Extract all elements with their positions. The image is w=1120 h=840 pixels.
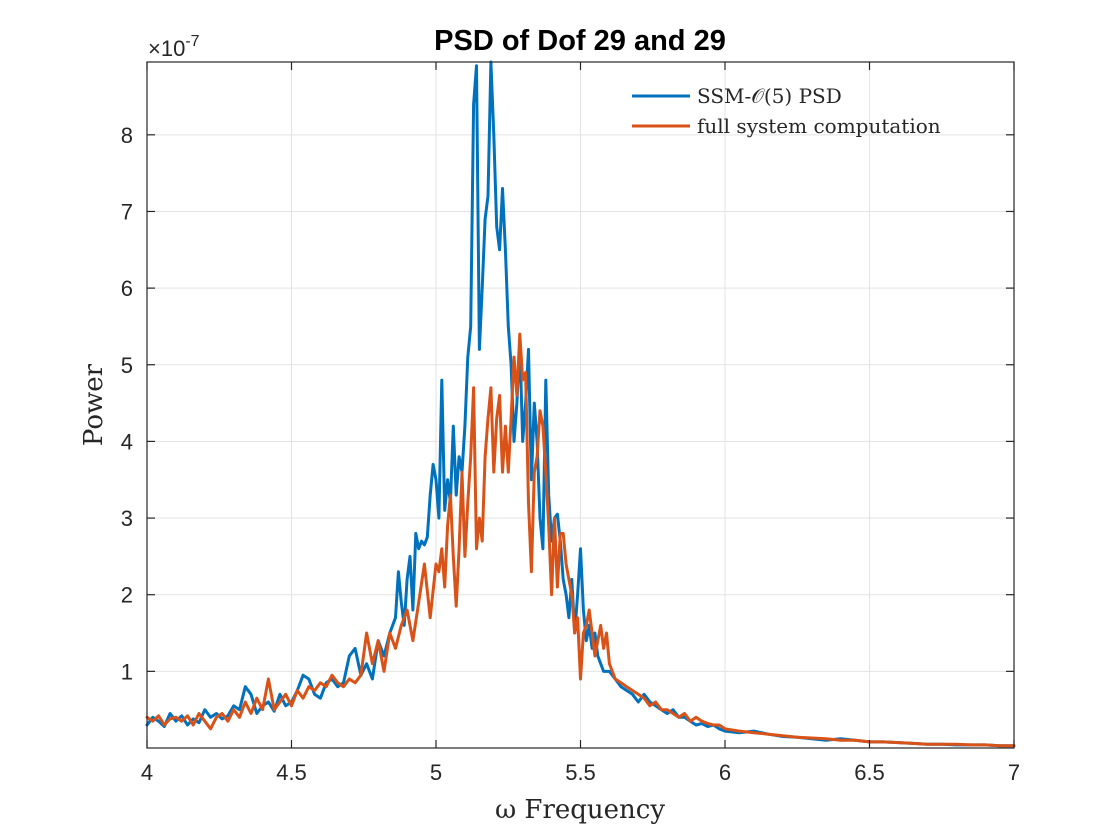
x-tick-label: 4.5 [276,760,307,785]
x-tick-label: 4 [141,760,153,785]
y-tick-label: 4 [121,429,133,454]
x-tick-label: 6 [719,760,731,785]
y-tick-label: 7 [121,199,133,224]
legend-label-full-system: full system computation [697,114,941,138]
y-tick-label: 5 [121,353,133,378]
y-tick-label: 3 [121,506,133,531]
y-axis-exponent-power: -7 [185,33,199,50]
legend-label-ssm: SSM-𝒪(5) PSD [697,84,842,108]
y-tick-label: 2 [121,583,133,608]
x-tick-label: 5.5 [565,760,596,785]
x-tick-label: 7 [1008,760,1020,785]
axis-ticks: 4 4.5 5 5.5 6 6.5 7 1 2 3 4 5 6 7 8 [121,62,1020,785]
y-axis-label: Power [79,363,109,446]
legend: SSM-𝒪(5) PSD full system computation [632,84,941,138]
grid-lines [146,62,1015,748]
y-tick-label: 6 [121,276,133,301]
series-lines [145,60,1016,748]
y-tick-label: 8 [121,123,133,148]
y-axis-exponent-base: ×10 [148,36,185,61]
series-line-full-system [145,332,1016,748]
chart-title: PSD of Dof 29 and 29 [434,25,726,57]
y-axis-exponent: ×10-7 [148,33,200,61]
x-tick-label: 6.5 [854,760,885,785]
x-axis-label: ω Frequency [495,795,665,825]
y-tick-label: 1 [121,659,133,684]
x-tick-label: 5 [430,760,442,785]
